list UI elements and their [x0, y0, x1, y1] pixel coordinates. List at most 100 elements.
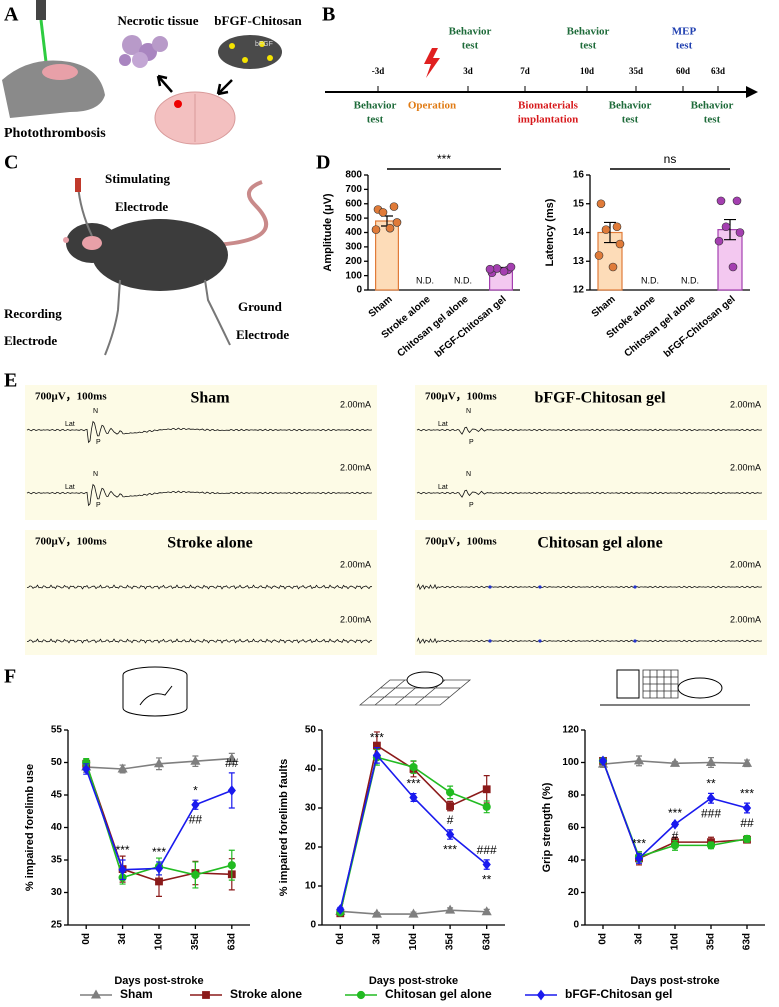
timeline-tick-label: 7d: [520, 66, 530, 76]
data-point: [608, 262, 618, 272]
data-point: [446, 788, 455, 797]
data-point: [536, 989, 546, 1001]
panel-label: A: [4, 4, 19, 26]
y-tick-label: 13: [573, 256, 585, 267]
timeline-arrow: [746, 86, 758, 98]
data-point: [615, 239, 625, 249]
significance-label: ***: [740, 786, 754, 800]
y-tick-label: 14: [573, 227, 585, 238]
x-tick-label: Sham: [367, 294, 395, 320]
y-tick-label: 30: [51, 887, 63, 898]
data-point: [118, 864, 127, 876]
trace-marker: P: [469, 439, 474, 446]
gel-dot: [229, 43, 235, 49]
mep-trace: [416, 637, 763, 645]
data-point: [612, 222, 622, 232]
data-point: [446, 802, 455, 810]
trace-marker: P: [96, 439, 101, 446]
timeline-tick-label: 35d: [629, 66, 643, 76]
timeline-event: test: [704, 114, 721, 126]
current-label: 2.00mA: [340, 614, 371, 624]
x-tick-label: 35d: [190, 933, 201, 950]
y-tick-label: 12: [573, 285, 585, 296]
data-point: [371, 225, 381, 234]
x-tick-label: 3d: [117, 933, 128, 945]
data-point: [742, 834, 752, 843]
trace-marker: N: [93, 408, 98, 415]
y-tick-label: 60: [568, 822, 580, 833]
legend-label: Chitosan gel alone: [385, 987, 492, 1001]
x-tick-label: 35d: [445, 933, 456, 950]
timeline-event: test: [367, 114, 384, 126]
mep-trace: [26, 638, 373, 644]
x-tick-label: 3d: [634, 933, 645, 945]
timeline-tick-label: 63d: [711, 66, 725, 76]
timeline-event: test: [462, 40, 479, 52]
necrotic-blob: [122, 35, 142, 55]
trace-dot: [538, 639, 542, 643]
current-label: 2.00mA: [340, 462, 371, 472]
mouse-nose: [63, 237, 69, 243]
trace-dot: [488, 639, 492, 643]
trace-title: Sham: [190, 390, 230, 407]
y-tick-label: 40: [305, 764, 317, 775]
electrode-label: Electrode: [236, 327, 289, 342]
significance-label: ***: [406, 777, 420, 791]
y-axis-label: Amplitude (μV): [322, 193, 334, 272]
trace-title: Stroke alone: [167, 535, 252, 552]
value-label: N.D.: [681, 275, 699, 285]
y-axis-label: Grip strength (%): [541, 782, 553, 872]
y-tick-label: 50: [51, 757, 63, 768]
x-tick-label: 10d: [670, 933, 681, 950]
data-point: [670, 841, 680, 850]
trace-title: Chitosan gel alone: [537, 535, 662, 552]
panel-label: F: [4, 666, 16, 688]
data-point: [499, 267, 509, 276]
data-point: [706, 841, 716, 850]
y-axis-label: % impaired forelimb use: [24, 764, 36, 891]
significance-label: #: [447, 813, 454, 827]
electrode-wire: [104, 279, 121, 356]
x-tick-label: Chitosan gel alone: [622, 294, 698, 360]
significance-label: ##: [740, 816, 754, 830]
trace-marker: Lat: [438, 421, 448, 428]
data-point: [392, 218, 402, 227]
rat-sketch: [677, 677, 723, 699]
x-tick-label: bFGF-Chitosan gel: [433, 294, 509, 360]
timeline-tick-label: 3d: [463, 66, 473, 76]
significance-label: ###: [477, 843, 497, 857]
data-point: [227, 861, 236, 870]
arrow: [216, 79, 233, 96]
y-tick-label: 200: [345, 256, 362, 267]
y-axis-label: Latency (ms): [544, 198, 556, 266]
data-point: [716, 196, 726, 206]
data-point: [594, 251, 604, 260]
necrotic-label: Necrotic tissue: [118, 13, 199, 28]
y-tick-label: 120: [562, 725, 579, 736]
error-bar: [604, 221, 616, 244]
y-tick-label: 40: [51, 822, 63, 833]
data-point: [155, 877, 163, 886]
scale-label: 700μV，100ms: [425, 536, 497, 548]
panel-label: E: [4, 370, 17, 392]
data-point: [732, 196, 742, 206]
y-tick-label: 800: [345, 170, 362, 181]
mep-trace: [26, 483, 373, 507]
necrotic-blob: [152, 36, 168, 52]
trace-marker: N: [466, 408, 471, 415]
electrode-label: Ground: [238, 299, 283, 314]
y-tick-label: 35: [51, 855, 63, 866]
data-point: [356, 990, 366, 1000]
x-tick-label: 63d: [226, 933, 237, 950]
x-axis-label: Days post-stroke: [630, 975, 719, 987]
significance-label: #: [672, 829, 679, 843]
data-point: [154, 863, 164, 874]
y-tick-label: 40: [568, 855, 580, 866]
data-point: [634, 853, 644, 864]
scale-label: 700μV，100ms: [35, 391, 107, 403]
model-label: Photothrombosis: [4, 126, 106, 141]
trace-marker: Lat: [65, 421, 75, 428]
y-axis-label: % impaired forelimb faults: [278, 759, 290, 897]
significance-label: ***: [632, 837, 646, 851]
timeline-event: Behavior: [354, 100, 397, 112]
